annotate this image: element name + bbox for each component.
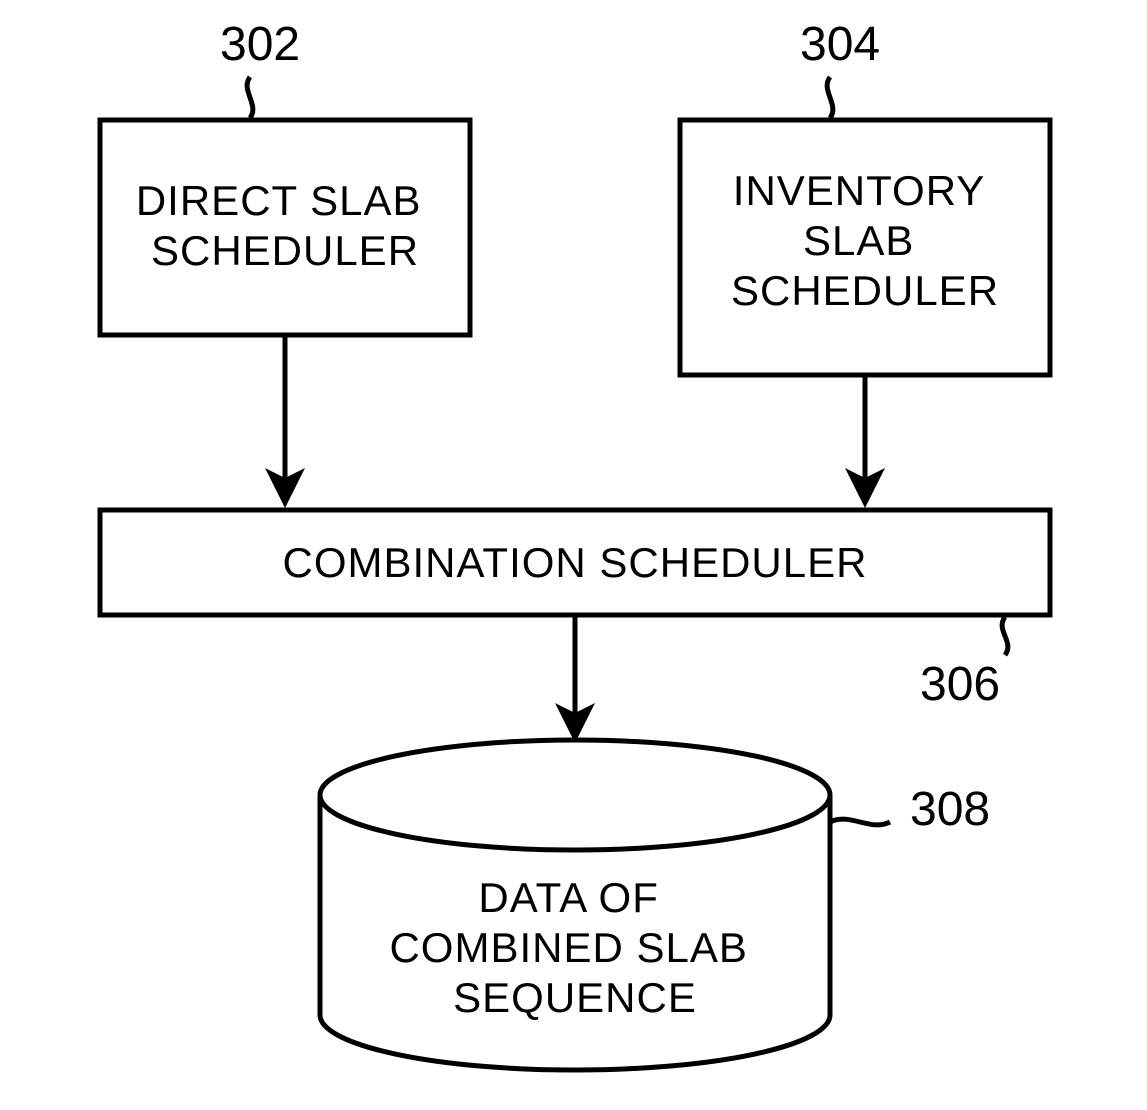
data-text: DATA OF COMBINED SLAB SEQUENCE — [389, 874, 760, 1021]
direct-slab-scheduler-node: DIRECT SLAB SCHEDULER — [100, 120, 470, 335]
ref-304-squiggle — [827, 77, 833, 118]
ref-306-squiggle — [1002, 617, 1008, 655]
ref-302-label: 302 — [220, 18, 300, 71]
direct-text: DIRECT SLAB SCHEDULER — [136, 177, 434, 274]
cylinder-top — [320, 740, 830, 850]
combination-scheduler-node: COMBINATION SCHEDULER — [100, 510, 1050, 615]
ref-304-label: 304 — [800, 18, 880, 71]
ref-308-squiggle — [830, 819, 890, 825]
ref-302-squiggle — [247, 77, 253, 118]
inventory-text: INVENTORY SLAB SCHEDULER — [731, 167, 999, 314]
flowchart-diagram: DIRECT SLAB SCHEDULER 302 INVENTORY SLAB… — [0, 0, 1147, 1110]
inventory-slab-scheduler-node: INVENTORY SLAB SCHEDULER — [680, 120, 1050, 375]
data-combined-slab-sequence-node: DATA OF COMBINED SLAB SEQUENCE — [320, 740, 830, 1070]
combination-text: COMBINATION SCHEDULER — [283, 539, 868, 586]
ref-306-label: 306 — [920, 658, 1000, 711]
ref-308-label: 308 — [910, 783, 990, 836]
